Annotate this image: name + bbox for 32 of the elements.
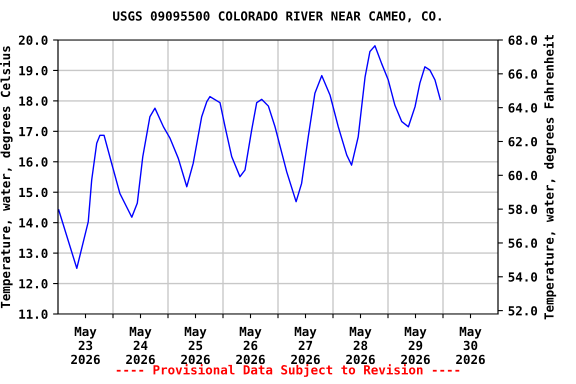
line-series xyxy=(58,45,441,270)
text: ---- Provisional Data Subject to Revision ---- xyxy=(116,364,460,377)
x-tick-label: May 28 2026 xyxy=(346,326,375,364)
y-tick-label: 16.0 xyxy=(19,157,48,167)
y-tick-label: 12.0 xyxy=(19,279,48,288)
chart-title: USGS 09095500 COLORADO RIVER NEAR CAMEO, CO. xyxy=(113,11,441,22)
y2-tick-label: 62.0 xyxy=(508,136,538,146)
x-tick-label: May 29 2026 xyxy=(401,326,430,364)
x-tick-label: May 26 2026 xyxy=(236,326,265,364)
y-axis-title: Temperature, water, degrees Celsius xyxy=(0,46,13,308)
y2-tick-label: 52.0 xyxy=(508,306,538,316)
y2-tick-label: 58.0 xyxy=(508,204,538,214)
y2-tick-label: 60.0 xyxy=(508,170,538,180)
x-tick-label: May 30 2026 xyxy=(456,326,485,364)
y-tick-label: 18.0 xyxy=(19,96,48,106)
y-tick-label: 17.0 xyxy=(19,126,48,136)
y2-tick-label: 68.0 xyxy=(508,35,538,45)
y-tick-label: 13.0 xyxy=(19,248,48,258)
y-tick-label: 14.0 xyxy=(19,218,48,228)
y2-tick-label: 64.0 xyxy=(508,103,538,113)
y2-tick-label: 66.0 xyxy=(508,69,538,79)
x-tick-label: May 25 2026 xyxy=(181,326,210,364)
x-tick-label: May 27 2026 xyxy=(291,326,320,364)
y2-tick-label: 54.0 xyxy=(508,272,538,282)
y2-tick-label: 56.0 xyxy=(508,238,538,248)
y2-axis-title: Temperature, water, degrees Fahrenheit xyxy=(543,34,556,320)
y-tick-label: 11.0 xyxy=(19,309,48,319)
y-tick-label: 15.0 xyxy=(19,188,48,198)
y-tick-label: 20.0 xyxy=(18,35,48,45)
x-tick-label: May 24 2026 xyxy=(126,326,155,364)
y-tick-label: 19.0 xyxy=(19,66,48,76)
x-tick-label: May 23 2026 xyxy=(71,326,100,364)
